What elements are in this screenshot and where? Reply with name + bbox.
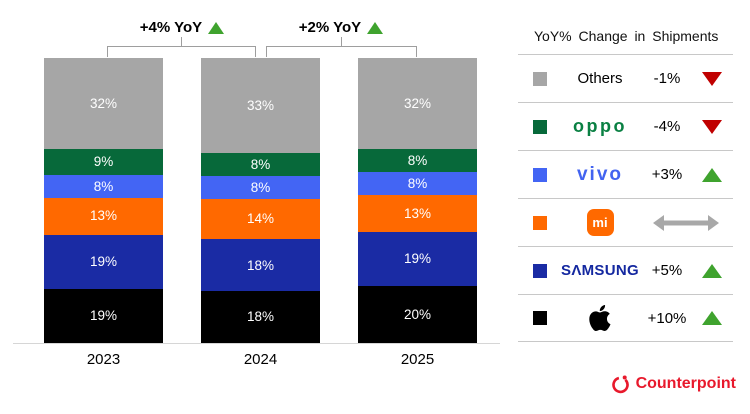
legend-row-xiaomi: mi: [518, 198, 733, 246]
segment-xiaomi-2024: 14%: [201, 199, 320, 240]
x-axis-label-2024: 2024: [243, 351, 278, 368]
segment-oppo-2023: 9%: [44, 149, 163, 175]
segment-value-label: 8%: [250, 156, 271, 172]
segment-samsung-2025: 19%: [358, 231, 477, 286]
segment-samsung-2024: 18%: [201, 239, 320, 292]
legend-title: YoY% Change in Shipments: [534, 28, 719, 44]
bar-2023: 32% 9% 8% 13% 19% 19%: [44, 58, 163, 344]
bracket-2023-2024: [107, 46, 256, 57]
flat-arrow-icon: [641, 214, 731, 231]
up-triangle-icon: [367, 21, 384, 34]
down-triangle-icon: [702, 119, 722, 134]
segment-others-2023: 32%: [44, 58, 163, 150]
legend-row-oppo: oppo -4%: [518, 102, 733, 150]
yoy-annotation-2024-label: +4% YoY: [139, 19, 203, 36]
segment-value-label: 18%: [246, 309, 275, 325]
legend-row-samsung: SΛMSUNG +5%: [518, 246, 733, 294]
segment-value-label: 19%: [403, 251, 432, 267]
segment-value-label: 20%: [403, 306, 432, 322]
legend-panel: YoY% Change in Shipments Others -1% oppo…: [518, 28, 733, 342]
segment-value-label: 19%: [89, 308, 118, 324]
oppo-change: -4%: [653, 118, 681, 135]
segment-xiaomi-2023: 13%: [44, 197, 163, 235]
up-triangle-icon: [702, 263, 722, 278]
xiaomi-logo: mi: [586, 209, 614, 236]
segment-apple-2025: 20%: [358, 286, 477, 343]
segment-apple-2024: 18%: [201, 291, 320, 343]
counterpoint-logo: Counterpoint: [610, 373, 736, 395]
segment-value-label: 9%: [93, 154, 114, 170]
vivo-logo: vivo: [576, 163, 624, 185]
others-swatch: [533, 71, 547, 86]
segment-vivo-2024: 8%: [201, 176, 320, 200]
segment-value-label: 32%: [89, 95, 118, 111]
bars: 32% 9% 8% 13% 19% 19% 33% 8% 8% 14% 18% 18% 32% 8% 8% 1…: [44, 58, 477, 344]
segment-oppo-2025: 8%: [358, 149, 477, 172]
legend-row-vivo: vivo +3%: [518, 150, 733, 198]
x-axis-label-2023: 2023: [86, 351, 121, 368]
vivo-change: +3%: [651, 166, 683, 183]
vivo-swatch: [533, 167, 547, 182]
segment-others-2025: 32%: [358, 58, 477, 150]
oppo-logo: oppo: [573, 116, 627, 136]
segment-vivo-2025: 8%: [358, 172, 477, 195]
segment-value-label: 19%: [89, 254, 118, 270]
segment-value-label: 8%: [93, 178, 114, 194]
yoy-annotation-2025-label: +2% YoY: [298, 19, 362, 36]
segment-oppo-2024: 8%: [201, 153, 320, 177]
apple-logo: [589, 305, 611, 331]
segment-samsung-2023: 19%: [44, 234, 163, 289]
counterpoint-text: Counterpoint: [635, 375, 736, 392]
yoy-annotation-2024: +4% YoY: [107, 19, 257, 36]
x-axis-line: [13, 343, 500, 344]
counterpoint-icon: [611, 375, 629, 394]
xiaomi-swatch: [533, 215, 547, 230]
segment-value-label: 18%: [246, 257, 275, 273]
bracket-2024-2025: [266, 46, 417, 57]
bracket-2023-2024-tick: [181, 37, 182, 46]
samsung-swatch: [533, 263, 547, 278]
oppo-swatch: [533, 119, 547, 134]
segment-value-label: 8%: [407, 152, 428, 168]
samsung-logo: SΛMSUNG: [561, 262, 639, 279]
x-labels: 2023 2024 2025: [44, 351, 477, 368]
up-triangle-icon: [702, 311, 722, 325]
segment-value-label: 8%: [250, 179, 271, 195]
up-triangle-icon: [702, 167, 722, 182]
segment-value-label: 32%: [403, 95, 432, 111]
legend-row-others: Others -1%: [518, 54, 733, 102]
bar-2024: 33% 8% 8% 14% 18% 18%: [201, 58, 320, 343]
others-label: Others: [577, 70, 623, 87]
apple-swatch: [533, 311, 547, 325]
bar-2025: 32% 8% 8% 13% 19% 20%: [358, 58, 477, 343]
down-triangle-icon: [702, 71, 722, 86]
legend-row-apple: +10%: [518, 294, 733, 342]
apple-change: +10%: [647, 309, 687, 327]
segment-xiaomi-2025: 13%: [358, 194, 477, 232]
segment-others-2024: 33%: [201, 58, 320, 153]
segment-vivo-2023: 8%: [44, 174, 163, 198]
segment-value-label: 14%: [246, 211, 275, 227]
samsung-change: +5%: [651, 262, 683, 279]
segment-value-label: 13%: [403, 205, 432, 221]
segment-value-label: 8%: [407, 175, 428, 191]
others-change: -1%: [653, 70, 681, 87]
segment-apple-2023: 19%: [44, 288, 163, 344]
up-triangle-icon: [208, 21, 225, 34]
segment-value-label: 33%: [246, 97, 275, 113]
x-axis-label-2025: 2025: [400, 351, 435, 368]
bracket-2024-2025-tick: [341, 37, 342, 46]
xiaomi-logo-text: mi: [592, 215, 608, 230]
segment-value-label: 13%: [89, 208, 118, 224]
yoy-annotation-2025: +2% YoY: [266, 19, 416, 36]
